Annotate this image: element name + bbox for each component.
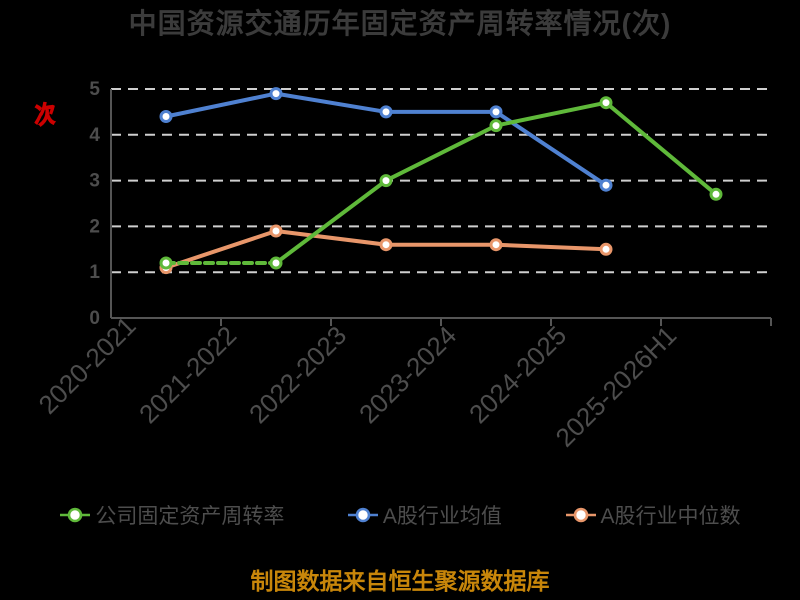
svg-text:1: 1 xyxy=(89,262,100,283)
svg-text:5: 5 xyxy=(89,79,100,100)
svg-text:2: 2 xyxy=(89,216,100,237)
svg-text:3: 3 xyxy=(89,171,100,192)
svg-text:0: 0 xyxy=(89,308,100,329)
svg-text:4: 4 xyxy=(89,125,100,146)
